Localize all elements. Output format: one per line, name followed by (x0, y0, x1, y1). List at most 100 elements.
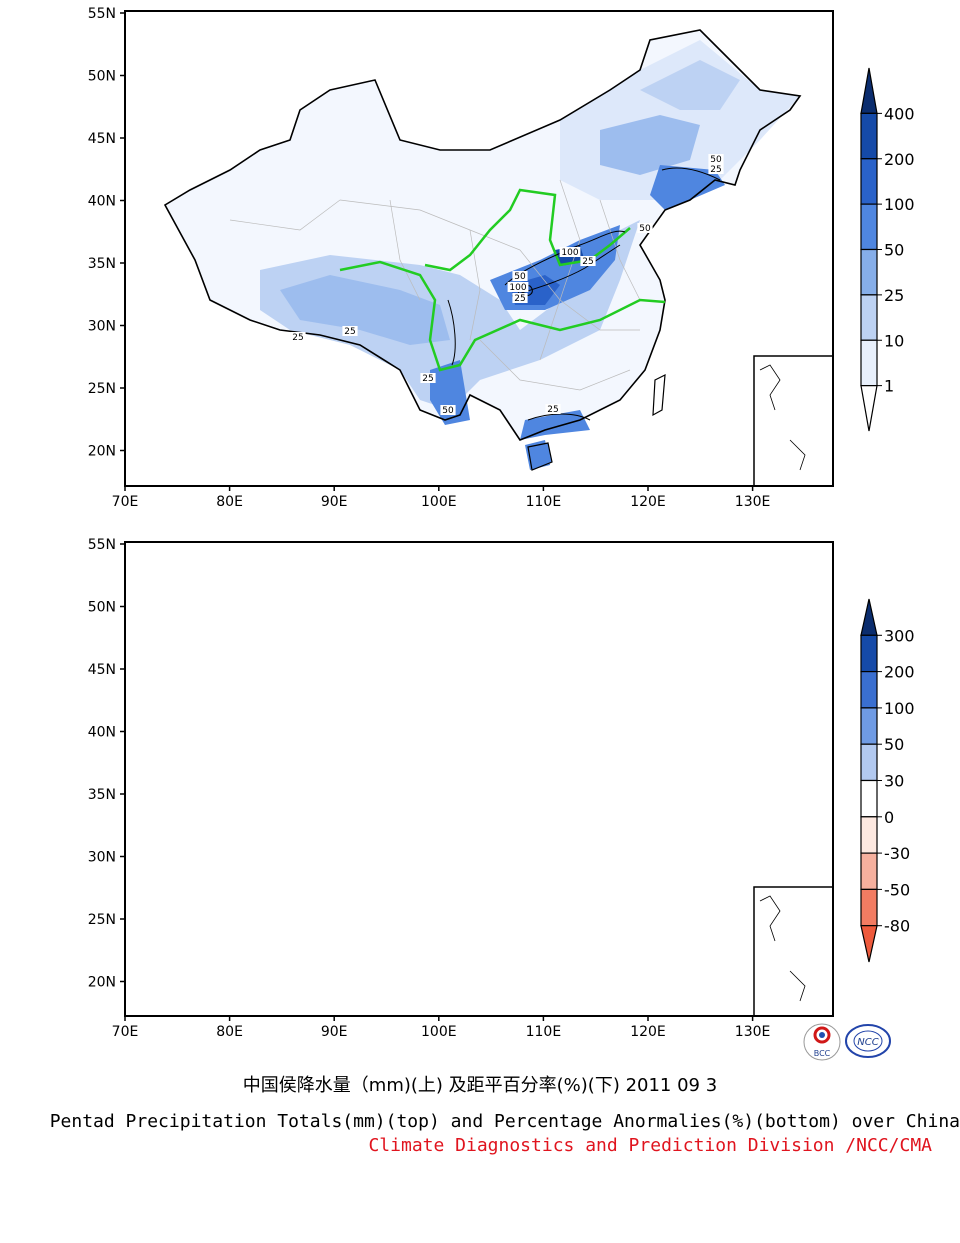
division-credit: Climate Diagnostics and Prediction Divis… (368, 1135, 932, 1156)
contour-label-bg (649, 677, 664, 687)
contour-label: 25 (514, 294, 525, 304)
contour-label: 200 (535, 692, 552, 702)
lat-tick-label: 25N (88, 912, 116, 928)
lon-tick-label: 110E (526, 1024, 562, 1040)
contour-label-bg (302, 734, 328, 744)
contour-label: -50 (236, 782, 251, 792)
contour-label: -50 (643, 615, 658, 625)
contour-label-bg (290, 332, 306, 342)
lat-tick-label: 45N (88, 662, 116, 678)
lon-tick-label: 130E (735, 494, 771, 510)
colorbar-level-label: 25 (884, 286, 904, 305)
contour-label: -100 (290, 710, 311, 720)
contour-label-bg (227, 704, 248, 714)
lat-tick-label: 40N (88, 725, 116, 741)
colorbar-level-label: -30 (884, 844, 910, 863)
contour-label: -30 (603, 665, 618, 675)
contour-label-bg (467, 712, 493, 722)
contour-label-bg (538, 812, 559, 822)
contour-label-bg (499, 872, 525, 882)
contour-label: -80 (246, 808, 261, 818)
lon-tick-label: 80E (216, 494, 243, 510)
contour-label: 300 (718, 685, 735, 695)
contour-label: -80 (656, 630, 671, 640)
lon-tick-label: 100E (421, 494, 457, 510)
colorbar-cell (860, 112, 878, 160)
contour-label-bg (717, 684, 738, 694)
contour-label-bg (440, 405, 456, 415)
contour-label-bg (653, 629, 674, 639)
contour-label-bg (512, 271, 528, 281)
contour-label: -100 (390, 725, 411, 735)
chinese-caption: 中国侯降水量（mm)(上) 及距平百分率(%)(下) 2011 09 3 (242, 1075, 718, 1096)
contour-label: 25 (344, 327, 355, 337)
contour-label: -30 (241, 720, 256, 730)
lat-tick-label: 45N (88, 131, 116, 147)
lon-tick-label: 90E (321, 1024, 348, 1040)
colorbar-cell (860, 707, 878, 745)
contour-label: -80 (423, 737, 438, 747)
colorbar-level-label: 400 (884, 104, 915, 123)
lat-tick-label: 25N (88, 381, 116, 397)
bottom-lon-ticks: 70E 80E 90E 100E 110E 120E 130E (112, 1016, 771, 1040)
colorbar-cell (860, 294, 878, 341)
lon-tick-label: 130E (735, 1024, 771, 1040)
lon-tick-label: 120E (630, 1024, 666, 1040)
contour-label-bg (708, 164, 724, 174)
contour-label: 25 (582, 257, 593, 267)
contour-label-bg (708, 154, 724, 164)
contour-label: 100 (634, 707, 651, 717)
contour-label: 30 (484, 740, 496, 750)
contour-label-bg (750, 636, 771, 646)
colorbar-cell (860, 385, 878, 432)
colorbar-cell (860, 888, 878, 927)
top-colorbar: 400 200 100 50 25 10 1 (860, 67, 915, 432)
contour-label: -100 (470, 713, 491, 723)
lat-tick-label: 55N (88, 6, 116, 22)
contour-label: -50 (695, 643, 710, 653)
colorbar-cell (860, 339, 878, 387)
colorbar-level-label: -80 (884, 917, 910, 936)
colorbar-level-label: 10 (884, 331, 904, 350)
colorbar-cell (860, 598, 878, 636)
contour-label-bg (234, 736, 255, 746)
contour-label: -100 (310, 777, 331, 787)
contour-label: 25 (547, 405, 558, 415)
contour-label-bg (534, 691, 555, 701)
lat-tick-label: 30N (88, 319, 116, 335)
contour-label-bg (387, 724, 413, 734)
lon-tick-label: 120E (630, 494, 666, 510)
lon-tick-label: 100E (421, 1024, 457, 1040)
colorbar-level-label: 300 (884, 626, 915, 645)
bottom-contour-labels: -100 -100 -100 -80 -100 -100 -50 -30 -80 -100 -50 -… (227, 614, 771, 927)
contour-label-bg (532, 916, 553, 926)
contour-label: 50 (710, 155, 722, 165)
contour-label: 100 (709, 683, 726, 693)
contour-label: 25 (710, 165, 721, 175)
contour-label-bg (692, 642, 713, 652)
contour-label-bg (583, 879, 604, 889)
contour-label-bg (545, 404, 561, 414)
contour-label-bg (233, 781, 254, 791)
contour-label-bg (580, 256, 596, 266)
colorbar-level-label: 1 (884, 377, 894, 396)
colorbar-level-label: 50 (884, 241, 904, 260)
contour-label-bg (420, 736, 441, 746)
bottom-lat-ticks: 55N 50N 45N 40N 35N 30N 25N 20N (88, 537, 125, 991)
lat-tick-label: 50N (88, 600, 116, 616)
contour-label-bg (482, 739, 497, 749)
colorbar-cell (860, 743, 878, 782)
top-lon-ticks: 70E 80E 90E 100E 110E 120E 130E (112, 486, 771, 510)
lon-tick-label: 70E (112, 494, 139, 510)
colorbar-cell (860, 67, 878, 114)
contour-label-bg (600, 664, 621, 674)
colorbar-cell (860, 203, 878, 251)
colorbar-cell (860, 634, 878, 673)
bcc-logo: BCC (803, 1023, 841, 1061)
contour-label-bg (530, 754, 551, 764)
colorbar-cell (860, 925, 878, 963)
colorbar-cell (860, 816, 878, 854)
lon-tick-label: 110E (526, 494, 562, 510)
